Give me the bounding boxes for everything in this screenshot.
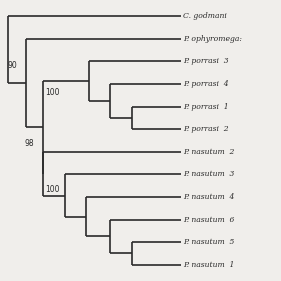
Text: P. nasutum  1: P. nasutum 1 <box>183 261 234 269</box>
Text: P. porrasi  2: P. porrasi 2 <box>183 125 228 133</box>
Text: 100: 100 <box>45 88 60 97</box>
Text: P. porrasi  1: P. porrasi 1 <box>183 103 228 111</box>
Text: 98: 98 <box>25 139 35 148</box>
Text: 90: 90 <box>7 61 17 70</box>
Text: P. porrasi  3: P. porrasi 3 <box>183 58 228 65</box>
Text: P. porrasi  4: P. porrasi 4 <box>183 80 228 88</box>
Text: 100: 100 <box>45 185 60 194</box>
Text: P. nasutum  4: P. nasutum 4 <box>183 193 234 201</box>
Text: P. nasutum  3: P. nasutum 3 <box>183 170 234 178</box>
Text: P. nasutum  2: P. nasutum 2 <box>183 148 234 156</box>
Text: C. godmani: C. godmani <box>183 12 227 20</box>
Text: P. nasutum  6: P. nasutum 6 <box>183 216 234 223</box>
Text: P. ophyromega:: P. ophyromega: <box>183 35 242 43</box>
Text: P. nasutum  5: P. nasutum 5 <box>183 238 234 246</box>
